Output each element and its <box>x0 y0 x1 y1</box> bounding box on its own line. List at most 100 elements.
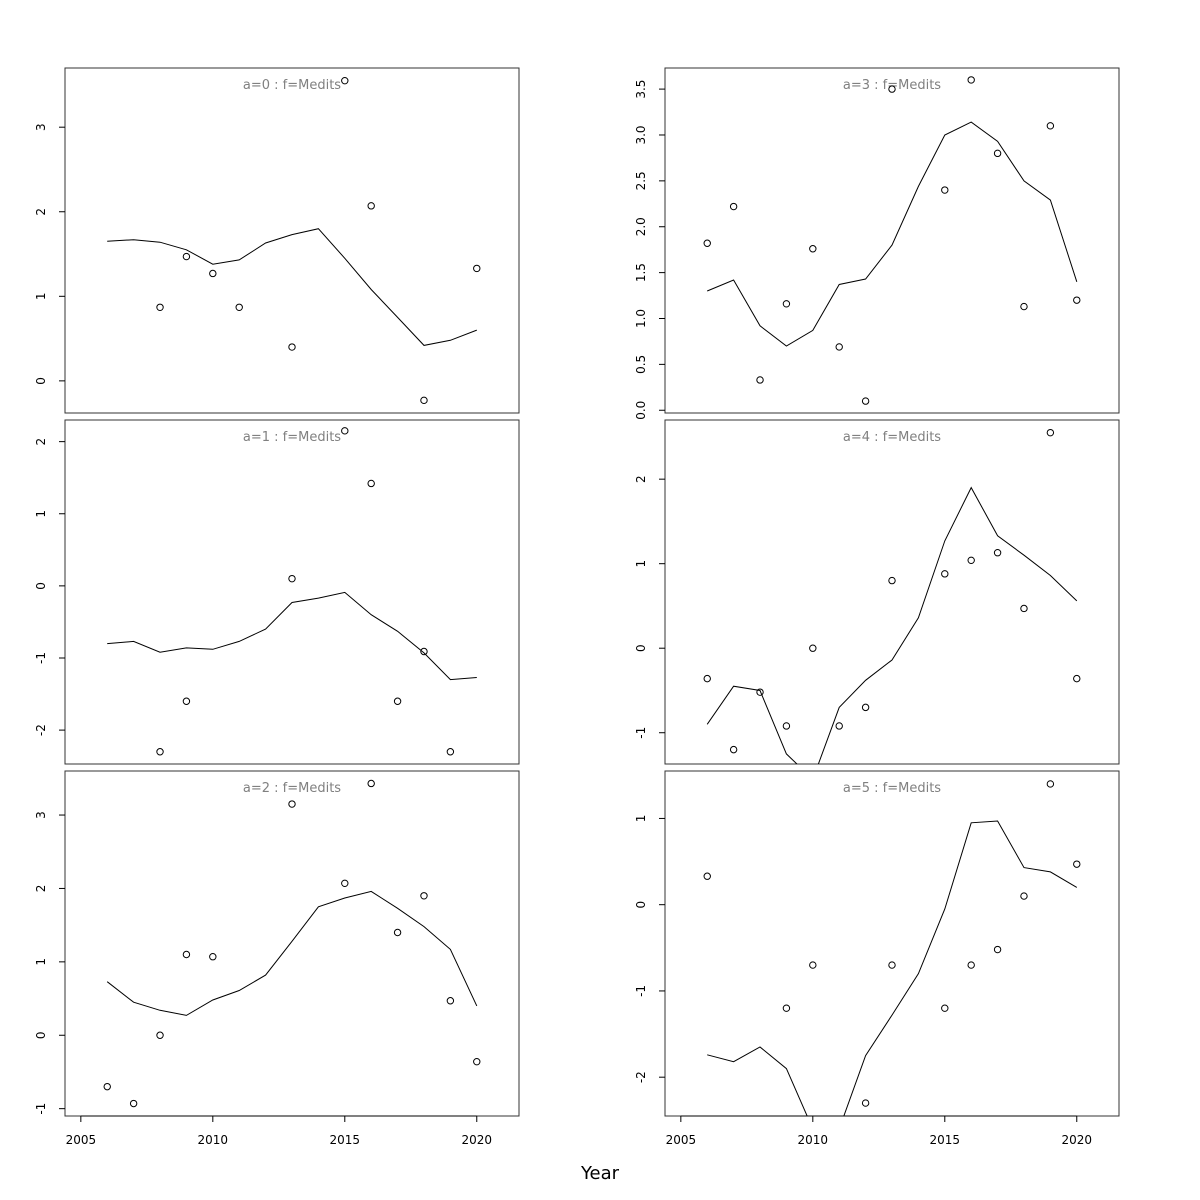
obs-point <box>1073 296 1081 304</box>
obs-point <box>473 264 481 273</box>
obs-point <box>993 548 1002 557</box>
obs-point <box>809 245 817 253</box>
panel-data <box>103 779 481 1108</box>
obs-point <box>861 703 870 712</box>
panel-frame <box>64 67 520 414</box>
panel-title: a=5 : f=Medits <box>843 781 941 796</box>
obs-point <box>703 674 711 683</box>
panel-data <box>107 76 481 405</box>
y-tick-label: 0 <box>634 901 648 909</box>
obs-point <box>129 1099 138 1108</box>
obs-point <box>288 343 296 351</box>
obs-point <box>703 872 711 880</box>
panel-frame <box>64 419 520 765</box>
fit-line <box>707 121 1078 347</box>
y-tick-label: 2 <box>34 438 48 446</box>
panel-0: a=0 : f=Medits 0 1 2 3 <box>34 67 520 414</box>
x-tick-label: 2020 <box>461 1133 492 1147</box>
obs-point <box>756 376 764 384</box>
obs-point <box>993 149 1002 158</box>
obs-point <box>941 570 949 578</box>
obs-point <box>967 556 975 565</box>
obs-point <box>341 427 349 435</box>
obs-point <box>209 269 217 278</box>
panel-title: a=4 : f=Medits <box>843 430 941 445</box>
fit-line <box>707 820 1078 1116</box>
panel-data <box>703 780 1081 1116</box>
x-tick-label: 2010 <box>198 1133 229 1147</box>
y-tick-label: 2 <box>34 885 48 893</box>
x-tick-label: 2010 <box>798 1133 829 1147</box>
obs-point <box>367 202 375 210</box>
obs-point <box>1020 604 1028 613</box>
panel-2: a=2 : f=Medits -1 0 1 2 3 2005 2010 2015 2020 <box>34 770 520 1147</box>
x-tick-label: 2005 <box>666 1133 697 1147</box>
obs-point <box>156 303 164 312</box>
y-tick-label: 0 <box>34 1031 48 1039</box>
y-tick-label: 2.5 <box>634 171 648 190</box>
obs-point <box>861 397 870 405</box>
panel-frame <box>664 770 1120 1117</box>
obs-point <box>941 186 949 194</box>
x-tick-label: 2005 <box>66 1133 97 1147</box>
obs-point <box>861 1099 870 1107</box>
y-tick-label: 1 <box>34 292 48 300</box>
y-tick-label: -1 <box>634 985 648 997</box>
obs-point <box>1046 122 1055 130</box>
obs-point <box>1073 674 1081 683</box>
obs-point <box>967 76 975 84</box>
obs-point <box>341 879 349 888</box>
obs-point <box>367 479 375 488</box>
obs-point <box>182 252 191 261</box>
obs-point <box>888 961 896 969</box>
panel-1: a=1 : f=Medits -2 -1 0 1 2 <box>34 419 520 765</box>
obs-point <box>420 647 428 656</box>
obs-point <box>473 1057 481 1066</box>
panel-title: a=2 : f=Medits <box>243 781 341 796</box>
y-tick-label: 1 <box>634 560 648 568</box>
obs-point <box>835 722 843 730</box>
y-tick-label: 1 <box>34 510 48 518</box>
panel-frame <box>64 770 520 1117</box>
obs-point <box>420 892 428 900</box>
obs-point <box>288 800 296 808</box>
y-tick-label: 1 <box>34 958 48 966</box>
y-tick-label: 1.5 <box>634 263 648 282</box>
panel-data <box>107 427 477 756</box>
obs-point <box>888 576 896 585</box>
x-tick-label: 2020 <box>1061 1133 1092 1147</box>
obs-point <box>835 343 843 351</box>
obs-point <box>420 396 428 405</box>
y-tick-label: -1 <box>634 727 648 739</box>
obs-point <box>156 748 164 756</box>
obs-point <box>941 1004 949 1012</box>
obs-point <box>729 202 738 211</box>
y-tick-label: 3.0 <box>634 125 648 144</box>
y-tick-label: 0 <box>634 644 648 652</box>
panel-title: a=1 : f=Medits <box>243 430 341 445</box>
fit-line <box>706 486 1078 764</box>
y-tick-label: 1.0 <box>634 309 648 328</box>
obs-point <box>1046 428 1055 437</box>
panel-title: a=0 : f=Medits <box>243 78 341 93</box>
obs-point <box>446 748 455 756</box>
panel-4: a=4 : f=Medits -1 0 1 2 <box>634 419 1120 765</box>
obs-point <box>367 779 375 788</box>
obs-point <box>1020 892 1028 900</box>
panel-data <box>703 428 1081 764</box>
x-tick-label: 2015 <box>930 1133 961 1147</box>
obs-point <box>1020 302 1028 311</box>
y-tick-label: 0 <box>34 582 48 590</box>
y-tick-label: 0.5 <box>634 355 648 374</box>
obs-point <box>446 997 455 1005</box>
y-tick-label: 0.0 <box>634 401 648 420</box>
obs-point <box>782 1004 791 1012</box>
obs-point <box>1046 780 1055 788</box>
obs-point <box>341 76 349 85</box>
x-tick-label: 2015 <box>330 1133 361 1147</box>
y-tick-label: 3 <box>34 123 48 131</box>
y-tick-label: -1 <box>34 652 48 664</box>
obs-point <box>888 85 896 93</box>
